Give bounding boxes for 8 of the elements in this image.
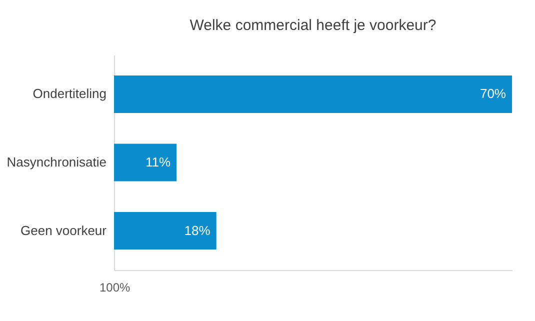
data-label: 11% — [145, 154, 171, 170]
text: 100% — [100, 280, 131, 294]
y-tick-label: Geen voorkeur — [20, 222, 108, 238]
data-label: 18% — [184, 222, 211, 238]
data-label: 70% — [480, 86, 506, 102]
y-tick-label: Nasynchronisatie — [6, 154, 106, 170]
y-tick-label: Ondertiteling — [32, 86, 106, 102]
chart-title: Welke commercial heeft je voorkeur? — [190, 17, 436, 34]
